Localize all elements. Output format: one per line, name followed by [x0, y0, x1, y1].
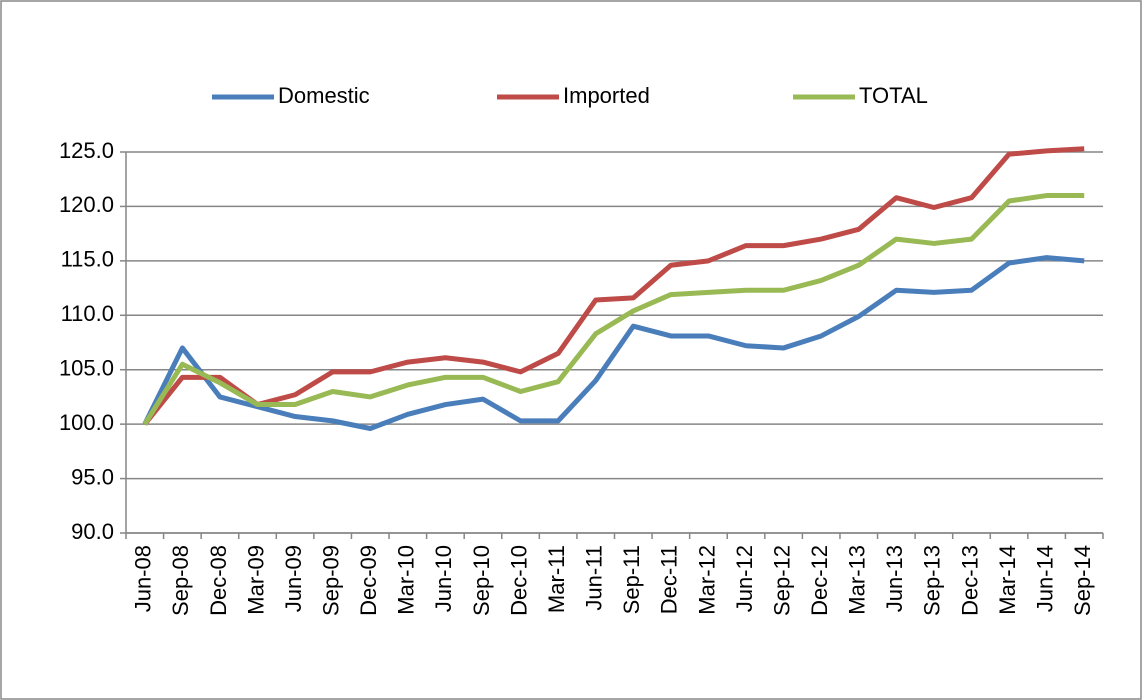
x-tick-label: Sep-10	[469, 545, 494, 616]
legend-label: Domestic	[278, 83, 370, 108]
x-tick-label: Jun-10	[431, 545, 456, 612]
x-tick-label: Jun-08	[131, 545, 156, 612]
x-tick-label: Mar-12	[694, 545, 719, 615]
x-tick-label: Mar-10	[394, 545, 419, 615]
y-tick-label: 100.0	[59, 410, 114, 435]
x-tick-label: Jun-11	[582, 545, 607, 611]
x-tick-label: Dec-12	[807, 545, 832, 616]
x-tick-label: Dec-10	[506, 545, 531, 616]
x-tick-label: Sep-12	[769, 545, 794, 616]
x-tick-label: Sep-08	[168, 545, 193, 616]
y-tick-label: 115.0	[61, 247, 114, 272]
x-tick-label: Dec-13	[957, 545, 982, 616]
x-tick-label: Sep-11	[619, 545, 644, 614]
y-tick-label: 90.0	[71, 519, 114, 544]
y-tick-label: 110.0	[61, 301, 114, 326]
y-tick-label: 95.0	[71, 464, 114, 489]
plot-area	[142, 146, 1085, 431]
line-series	[142, 193, 1085, 426]
x-tick-label: Mar-11	[544, 545, 569, 613]
x-tick-label: Dec-09	[356, 545, 381, 616]
x-tick-label: Mar-09	[243, 545, 268, 615]
x-tick-label: Dec-08	[206, 545, 231, 616]
x-tick-label: Jun-13	[882, 545, 907, 612]
x-tick-label: Dec-11	[657, 545, 682, 614]
y-tick-label: 105.0	[59, 356, 114, 381]
legend-label: Imported	[563, 83, 650, 108]
x-tick-label: Mar-14	[995, 545, 1020, 615]
line-series	[142, 255, 1085, 431]
x-tick-label: Jun-09	[281, 545, 306, 612]
y-tick-label: 125.0	[59, 138, 114, 163]
x-tick-label: Sep-09	[318, 545, 343, 616]
x-tick-label: Sep-13	[920, 545, 945, 616]
legend-label: TOTAL	[859, 83, 928, 108]
y-tick-label: 120.0	[59, 192, 114, 217]
x-tick-label: Jun-12	[732, 545, 757, 612]
x-tick-label: Sep-14	[1070, 545, 1095, 616]
x-tick-label: Jun-14	[1032, 545, 1057, 612]
line-series	[142, 146, 1085, 426]
x-tick-label: Mar-13	[845, 545, 870, 615]
